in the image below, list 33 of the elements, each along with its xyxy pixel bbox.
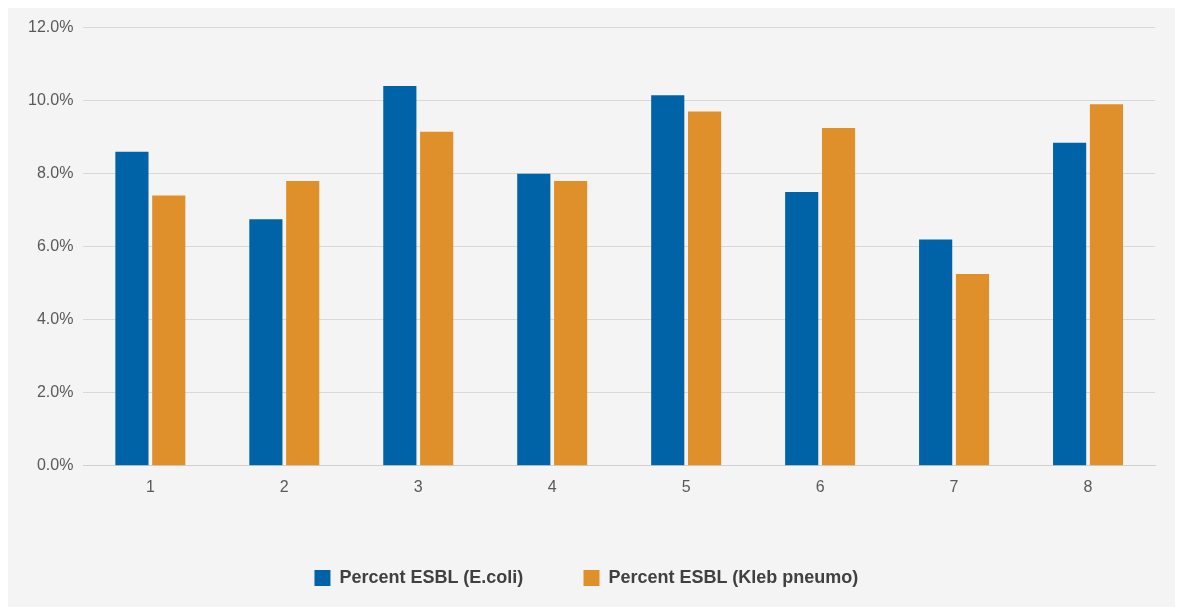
bar: [919, 239, 953, 466]
y-tick-label: 12.0%: [27, 18, 74, 36]
y-tick-label: 4.0%: [36, 310, 74, 328]
bar: [286, 180, 320, 466]
bar: [152, 195, 186, 466]
x-tick-label: 1: [145, 477, 155, 495]
legend-label: Percent ESBL (E.coli): [339, 566, 524, 587]
bar: [554, 180, 588, 466]
bar: [821, 128, 856, 466]
bar: [249, 219, 283, 466]
bar: [383, 86, 417, 466]
x-tick-label: 3: [413, 477, 423, 495]
bar: [1089, 104, 1124, 466]
bar: [785, 191, 819, 466]
x-tick-label: 7: [949, 477, 959, 495]
x-tick-label: 5: [681, 477, 691, 495]
bar: [651, 95, 685, 466]
bar: [115, 151, 149, 466]
bar: [688, 111, 722, 466]
y-tick-label: 0.0%: [36, 456, 74, 474]
bar: [955, 274, 990, 466]
y-tick-label: 8.0%: [36, 164, 74, 182]
y-tick-label: 2.0%: [36, 383, 74, 401]
x-tick-label: 8: [1083, 477, 1093, 495]
legend-label: Percent ESBL (Kleb pneumo): [608, 566, 859, 587]
bar: [517, 173, 551, 466]
y-tick-label: 10.0%: [27, 91, 74, 109]
x-tick-label: 2: [279, 477, 289, 495]
y-tick-label: 6.0%: [36, 237, 74, 255]
bar: [420, 131, 454, 466]
x-tick-label: 4: [547, 477, 557, 495]
x-tick-label: 6: [815, 477, 825, 495]
bar: [1053, 142, 1087, 466]
